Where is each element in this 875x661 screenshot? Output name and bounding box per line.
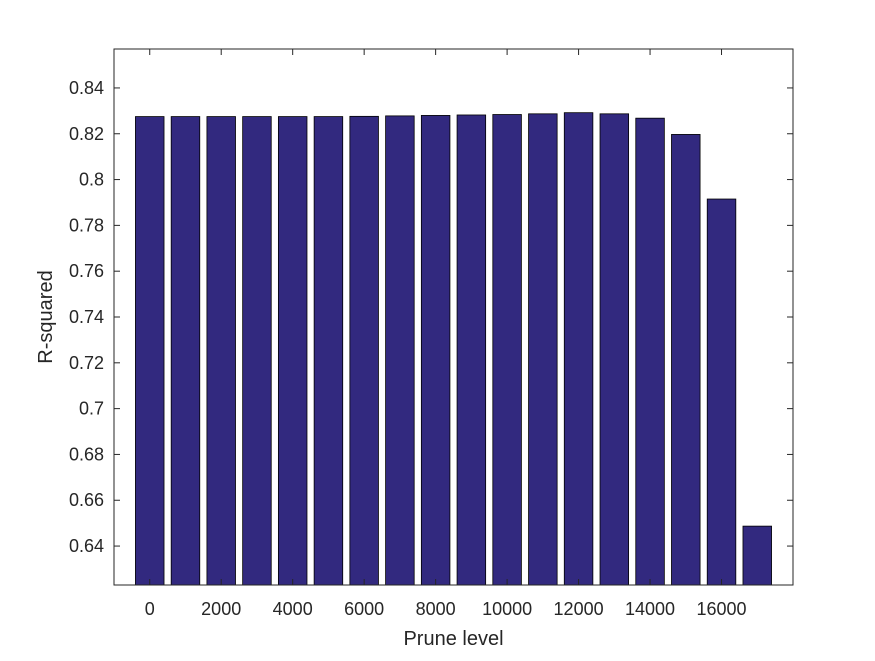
bar-0 [135, 116, 165, 586]
y-axis-label: R-squared [35, 270, 57, 363]
bars-group [135, 112, 772, 586]
x-tick-label: 16000 [696, 599, 746, 619]
bar-5000 [313, 116, 344, 586]
x-tick-label: 0 [145, 599, 155, 619]
bar-14000 [635, 117, 665, 586]
x-axis-label: Prune level [403, 628, 503, 650]
y-tick-label: 0.72 [69, 353, 104, 373]
bar-3000 [242, 116, 272, 586]
y-tick-label: 0.78 [69, 215, 104, 235]
x-tick-label: 6000 [344, 599, 384, 619]
y-tick-label: 0.64 [69, 536, 104, 556]
bar-12000 [563, 112, 594, 586]
x-tick-label: 2000 [201, 599, 241, 619]
bar-9000 [456, 114, 487, 586]
bar-8000 [420, 115, 451, 586]
bar-4000 [277, 116, 308, 586]
bar-11000 [528, 113, 558, 586]
x-tick-label: 14000 [625, 599, 675, 619]
bar-15000 [671, 134, 701, 586]
x-axis-ticks: 0 2000 4000 6000 8000 10000 12000 14000 16000 [145, 49, 747, 619]
x-tick-label: 10000 [482, 599, 532, 619]
y-tick-label: 0.84 [69, 78, 104, 98]
y-tick-label: 0.66 [69, 490, 104, 510]
y-tick-label: 0.68 [69, 444, 104, 464]
bar-17000 [742, 525, 772, 586]
bar-13000 [599, 113, 630, 586]
bar-6000 [349, 115, 379, 586]
y-tick-label: 0.74 [69, 307, 104, 327]
bar-1000 [170, 116, 201, 586]
bar-7000 [385, 115, 415, 586]
bar-10000 [492, 114, 522, 586]
y-tick-label: 0.8 [79, 170, 104, 190]
x-tick-label: 8000 [416, 599, 456, 619]
y-tick-label: 0.7 [79, 399, 104, 419]
x-tick-label: 12000 [554, 599, 604, 619]
y-tick-label: 0.82 [69, 124, 104, 144]
y-axis-ticks: 0.64 0.66 0.68 0.7 0.72 0.74 0.76 0.78 0.8 0.82 0.… [69, 78, 793, 556]
bar-2000 [206, 116, 236, 586]
bar-16000 [706, 198, 737, 586]
y-tick-label: 0.76 [69, 261, 104, 281]
x-tick-label: 4000 [273, 599, 313, 619]
